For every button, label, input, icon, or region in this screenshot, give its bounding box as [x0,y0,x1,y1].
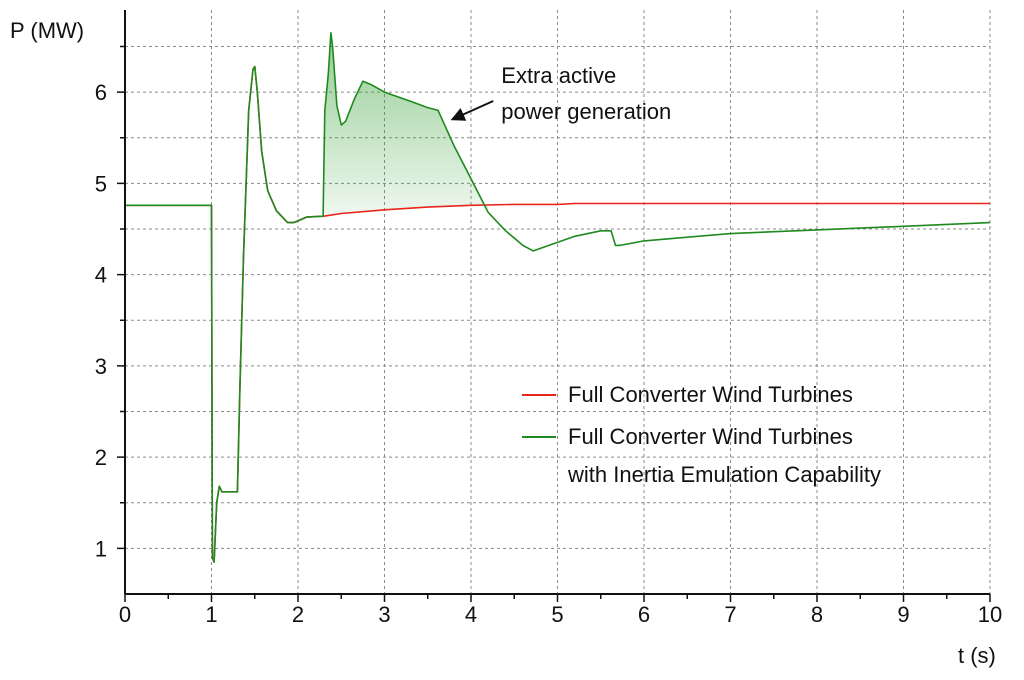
x-tick-label: 4 [465,602,477,627]
series-line-2 [125,31,991,563]
axes [117,10,991,602]
annotation: Extra active power generation [450,63,671,124]
x-tick-label: 6 [638,602,650,627]
annotation-arrow [450,100,494,121]
legend-label-2-line-1: Full Converter Wind Turbines [568,424,853,449]
annotation-text: Extra active power generation [501,63,671,124]
y-tick-label: 3 [95,354,107,379]
series-group [125,31,991,563]
annotation-line: power generation [501,99,671,124]
legend-label-1: Full Converter Wind Turbines [568,382,853,407]
x-tick-label: 2 [292,602,304,627]
tick-labels: 0 1 2 3 4 5 6 7 8 9 10 1 2 3 4 5 6 [95,80,1002,627]
annotation-line: Extra active [501,63,616,88]
legend-label-2: Full Converter Wind Turbines with Inertia… [567,424,881,487]
x-tick-label: 5 [551,602,563,627]
y-tick-label: 2 [95,445,107,470]
y-tick-label: 1 [95,536,107,561]
legend-label-2-line-2: with Inertia Emulation Capability [567,462,881,487]
x-axis-label: t (s) [958,643,996,668]
grid [125,10,991,594]
x-tick-label: 1 [205,602,217,627]
y-axis-label: P (MW) [10,18,84,43]
x-tick-label: 10 [978,602,1002,627]
y-tick-label: 4 [95,263,107,288]
x-tick-label: 9 [897,602,909,627]
y-tick-label: 6 [95,80,107,105]
x-tick-label: 7 [724,602,736,627]
x-tick-label: 8 [811,602,823,627]
x-tick-label: 0 [119,602,131,627]
extra-power-area [323,32,489,217]
x-tick-label: 3 [378,602,390,627]
y-tick-label: 5 [95,171,107,196]
series-line-1 [125,65,990,563]
